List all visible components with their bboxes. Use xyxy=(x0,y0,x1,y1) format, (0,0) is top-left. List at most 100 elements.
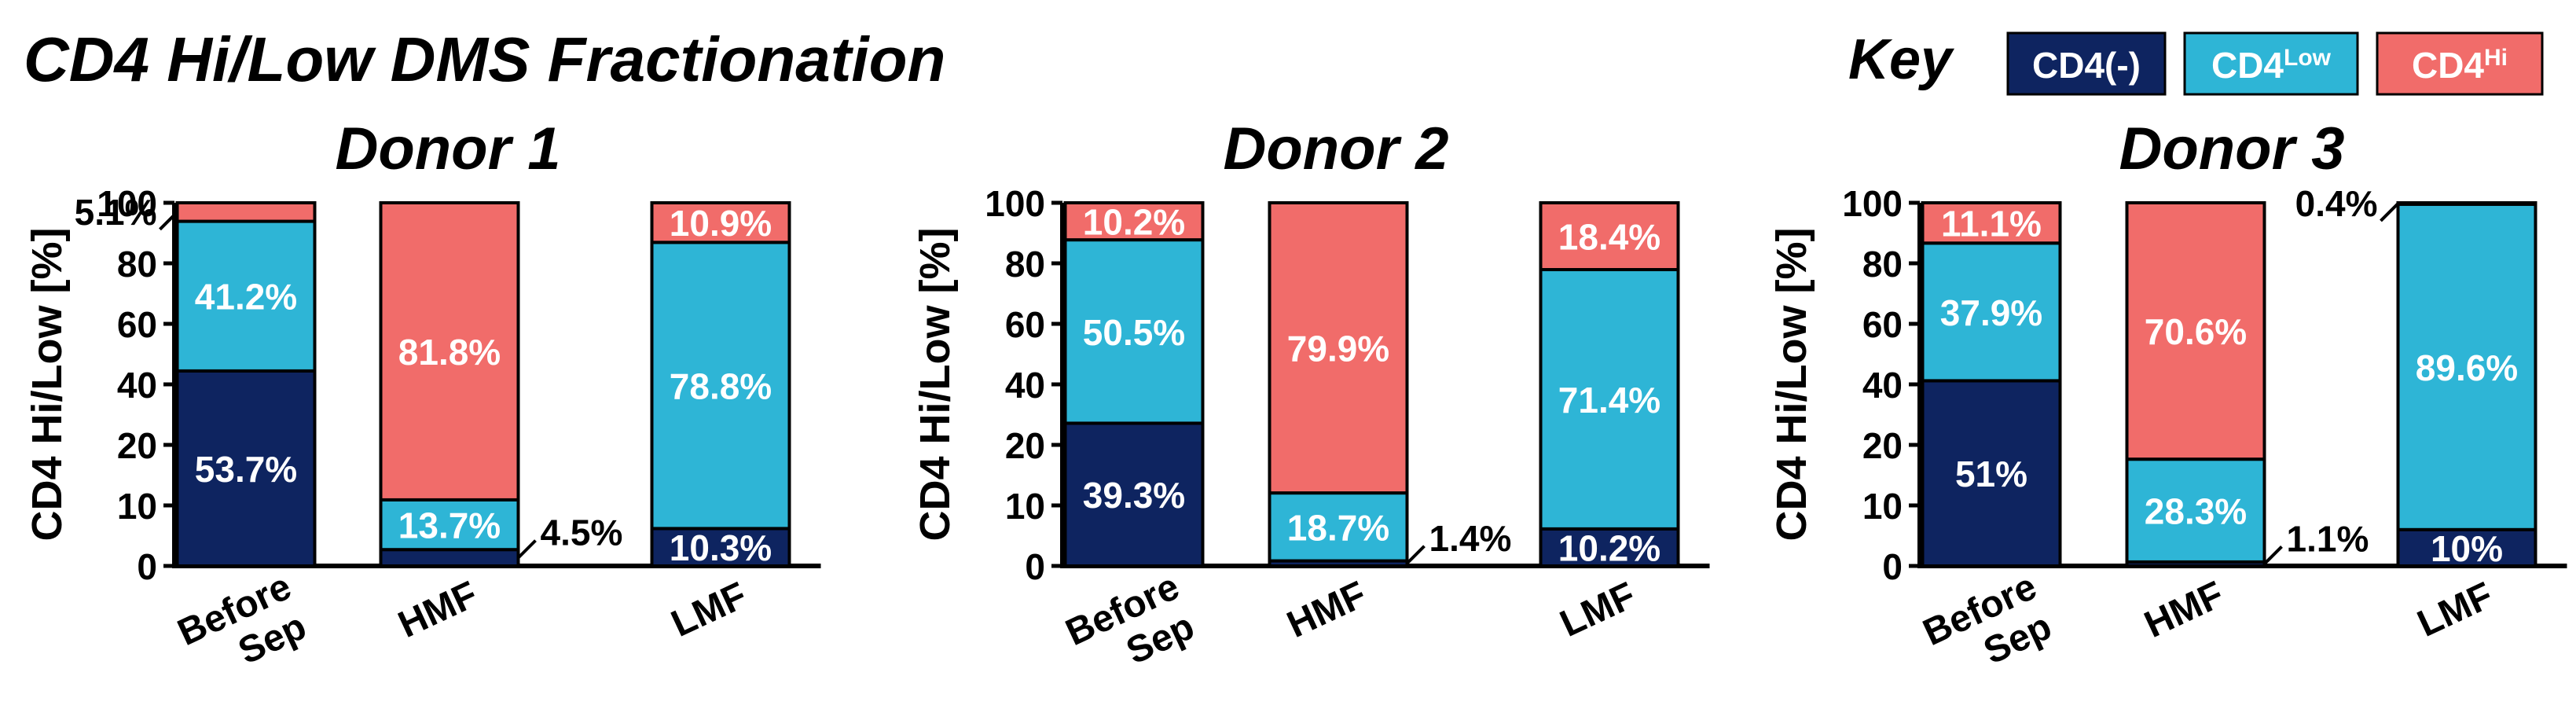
y-tick-label: 60 xyxy=(117,304,157,345)
y-tick-label: 10 xyxy=(1005,486,1045,527)
bar-segment-cd4hi xyxy=(1268,201,1409,495)
bar-segment-cd4hi xyxy=(175,201,317,223)
bar-segment-cd4- xyxy=(1063,421,1205,568)
data-label: 1.1% xyxy=(2287,518,2369,559)
bar-segment-cd4low xyxy=(2396,202,2537,531)
y-tick-label: 10 xyxy=(1862,486,1903,527)
data-label: 81.8% xyxy=(398,332,501,373)
bar-segment-cd4- xyxy=(650,527,791,568)
x-tick-label: HMF xyxy=(392,574,484,646)
leader-line xyxy=(517,539,537,560)
y-tick-label: 100 xyxy=(1842,183,1903,224)
y-axis-label: CD4 Hi/Low [%] xyxy=(1768,228,1815,542)
leader-line xyxy=(2263,546,2283,565)
leader-line xyxy=(1406,545,1426,565)
y-tick-label: 20 xyxy=(117,425,157,466)
x-tick-label: LMF xyxy=(1554,575,1642,645)
x-tick-label: HMF xyxy=(1281,574,1373,646)
y-tick-label: 60 xyxy=(1862,304,1903,345)
chart-title: Donor 2 xyxy=(1223,116,1448,182)
y-tick-label: 10 xyxy=(117,486,157,527)
y-axis-label: CD4 Hi/Low [%] xyxy=(24,228,71,542)
bar-segment-cd4low xyxy=(1921,241,2062,383)
data-label: 78.8% xyxy=(670,366,772,406)
chart-donor-1: Donor 1 CD4 Hi/Low [%] 0 10 20 40 60 80 100 53.7%… xyxy=(24,116,821,692)
bar-segment-cd4low xyxy=(650,241,791,531)
bar-segment-cd4low xyxy=(1268,491,1409,563)
data-label: 18.7% xyxy=(1287,507,1389,548)
y-tick-label: 80 xyxy=(117,244,157,285)
y-tick-label: 0 xyxy=(1882,546,1903,587)
leader-line xyxy=(159,211,178,231)
y-tick-label: 80 xyxy=(1005,244,1045,285)
data-label: 10.2% xyxy=(1083,202,1185,243)
y-tick-label: 80 xyxy=(1862,244,1903,285)
y-axis-label: CD4 Hi/Low [%] xyxy=(912,228,959,542)
data-label: 50.5% xyxy=(1083,312,1185,353)
chart-title: Donor 1 xyxy=(335,116,560,182)
data-label: 10.2% xyxy=(1558,527,1660,568)
y-tick-label: 60 xyxy=(1005,304,1045,345)
bar-segment-cd4- xyxy=(1921,379,2062,568)
legend: Key CD4(-) CD4Low CD4Hi xyxy=(1848,28,2544,96)
x-tick-label: BeforeSep xyxy=(1059,566,1203,692)
y-tick-label: 100 xyxy=(985,183,1045,224)
data-label: 11.1% xyxy=(1941,204,2042,244)
data-label: 70.6% xyxy=(2145,311,2247,352)
data-label: 79.9% xyxy=(1287,329,1389,369)
leader-line xyxy=(2380,202,2399,222)
bar-segment-cd4low xyxy=(2125,457,2266,564)
y-tick-label: 100 xyxy=(97,183,157,224)
legend-swatch-2 xyxy=(2376,31,2544,96)
data-label: 5.1% xyxy=(75,192,157,233)
y-tick-label: 40 xyxy=(1862,365,1903,406)
bar-segment-cd4hi xyxy=(650,201,791,244)
data-label: 1.4% xyxy=(1429,518,1512,559)
data-label: 10.9% xyxy=(670,203,772,244)
data-label: 10.3% xyxy=(670,527,772,568)
bar-segment-cd4hi xyxy=(1921,201,2062,245)
bar-segment-cd4low xyxy=(1063,238,1205,425)
figure-title: CD4 Hi/Low DMS Fractionation xyxy=(24,24,945,94)
data-label: 37.9% xyxy=(1940,292,2042,333)
x-tick-label: HMF xyxy=(2138,574,2230,646)
y-tick-label: 0 xyxy=(137,546,157,587)
data-label: 53.7% xyxy=(195,449,297,490)
x-tick-label: LMF xyxy=(2412,575,2500,645)
legend-entry-1: CD4Low xyxy=(2211,45,2332,86)
data-label: 41.2% xyxy=(195,277,297,318)
bar-segment-cd4- xyxy=(2396,527,2537,568)
bar-segment-cd4hi xyxy=(1539,201,1680,272)
data-label: 89.6% xyxy=(2416,347,2518,388)
chart-title: Donor 3 xyxy=(2119,116,2344,182)
legend-swatch-1 xyxy=(2183,31,2359,96)
data-label: 0.4% xyxy=(2295,183,2378,224)
legend-entry-2: CD4Hi xyxy=(2412,45,2508,86)
x-tick-label: BeforeSep xyxy=(171,566,315,692)
bar-segment-cd4hi xyxy=(379,201,520,501)
y-tick-label: 40 xyxy=(117,365,157,406)
data-label: 18.4% xyxy=(1558,217,1660,258)
y-tick-label: 20 xyxy=(1005,425,1045,466)
y-tick-label: 0 xyxy=(1025,546,1045,587)
data-label: 71.4% xyxy=(1558,380,1660,421)
legend-label: Key xyxy=(1848,28,1955,91)
bar-segment-cd4- xyxy=(379,548,520,568)
bar-segment-cd4hi xyxy=(2396,201,2537,206)
y-tick-label: 40 xyxy=(1005,365,1045,406)
data-label: 28.3% xyxy=(2145,491,2247,532)
legend-entry-0: CD4(-) xyxy=(2032,45,2141,86)
data-label: 4.5% xyxy=(541,512,623,553)
chart-donor-3: Donor 3 CD4 Hi/Low [%] 0 10 20 40 60 80 100 51% 37… xyxy=(1768,116,2567,692)
x-tick-label: BeforeSep xyxy=(1917,566,2060,692)
y-tick-label: 20 xyxy=(1862,425,1903,466)
data-label: 10% xyxy=(2431,528,2503,569)
bar-segment-cd4hi xyxy=(1063,201,1205,242)
legend-swatch-0 xyxy=(2006,31,2167,96)
chart-donor-2: Donor 2 CD4 Hi/Low [%] 0 10 20 40 60 80 100 39.3%… xyxy=(912,116,1710,692)
data-label: 39.3% xyxy=(1083,475,1185,516)
x-tick-label: LMF xyxy=(666,575,754,645)
